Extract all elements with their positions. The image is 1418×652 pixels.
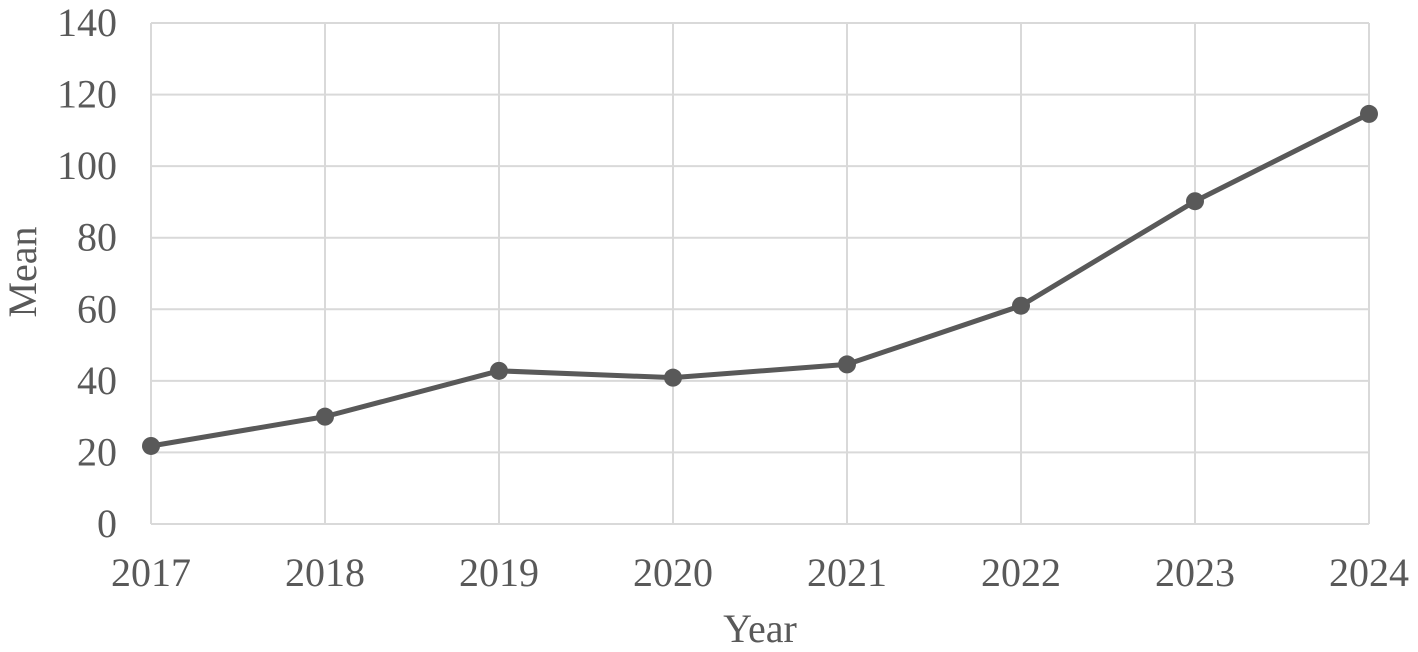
data-point <box>490 361 508 380</box>
y-tick-label: 0 <box>97 501 117 546</box>
x-tick-label: 2020 <box>633 550 713 595</box>
series-line <box>150 111 1371 449</box>
y-axis-ticks: 0 20 40 60 80 100 120 140 <box>57 0 117 546</box>
y-tick-label: 80 <box>77 215 117 260</box>
data-point <box>838 355 856 374</box>
x-tick-label: 2023 <box>1155 550 1235 595</box>
x-tick-label: 2024 <box>1329 550 1409 595</box>
x-tick-label: 2021 <box>807 550 887 595</box>
y-tick-label: 20 <box>77 429 117 474</box>
y-tick-label: 60 <box>77 286 117 331</box>
data-point <box>316 407 334 426</box>
y-tick-label: 40 <box>77 358 117 403</box>
x-tick-label: 2019 <box>459 550 539 595</box>
data-point <box>664 368 682 387</box>
x-axis-title: Year <box>723 606 797 651</box>
x-axis-ticks: 2017 2018 2019 2020 2021 2022 2023 2024 <box>111 550 1409 595</box>
data-point <box>1360 104 1378 123</box>
y-tick-label: 100 <box>57 143 117 188</box>
y-axis-title: Mean <box>0 226 45 317</box>
x-tick-label: 2017 <box>111 550 191 595</box>
x-tick-label: 2022 <box>981 550 1061 595</box>
x-tick-label: 2018 <box>285 550 365 595</box>
data-point <box>142 436 160 455</box>
y-tick-label: 120 <box>57 72 117 117</box>
data-point <box>1186 192 1204 211</box>
data-point <box>1012 296 1030 315</box>
gridlines <box>150 22 1370 525</box>
y-tick-label: 140 <box>57 0 117 45</box>
series-group <box>142 104 1378 455</box>
